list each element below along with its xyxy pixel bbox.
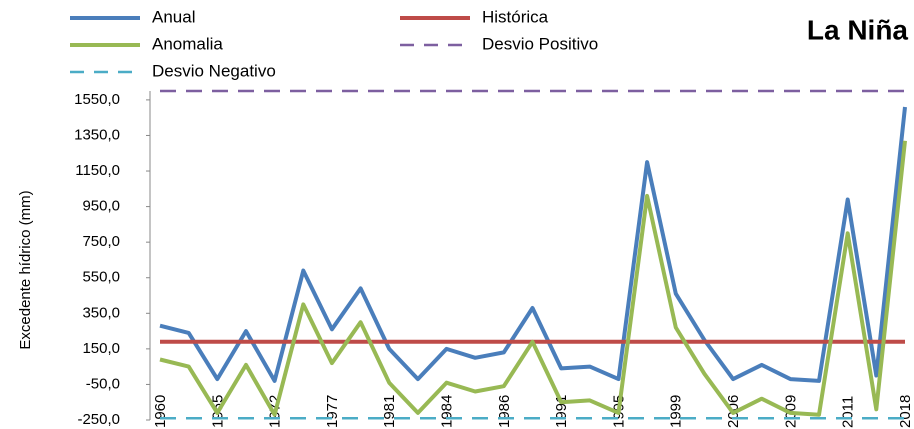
y-tick-label: -250,0 bbox=[77, 411, 120, 428]
y-tick-label: 950,0 bbox=[82, 198, 120, 215]
x-tick-label: 1960 bbox=[152, 395, 169, 428]
y-axis-label: Excedente hídrico (mm) bbox=[17, 190, 34, 349]
legend-label: Desvio Positivo bbox=[482, 34, 598, 53]
x-tick-label: 1981 bbox=[381, 395, 398, 428]
legend-label: Anomalia bbox=[152, 34, 223, 53]
series-line bbox=[159, 140, 907, 417]
x-tick-label: 1984 bbox=[439, 395, 456, 428]
x-tick-label: 1999 bbox=[668, 395, 685, 428]
x-tick-label: 1986 bbox=[496, 395, 513, 428]
legend-label: Histórica bbox=[482, 7, 549, 26]
y-tick-label: -50,0 bbox=[86, 375, 120, 392]
legend-label: Anual bbox=[152, 7, 195, 26]
x-tick-label: 1977 bbox=[324, 395, 341, 428]
legend: Anual Histórica Anomalia Desvio Positivo Des… bbox=[70, 7, 598, 80]
x-tick-label: 2018 bbox=[897, 395, 914, 428]
y-tick-label: 1350,0 bbox=[74, 126, 120, 143]
chart-title: La Niña bbox=[807, 14, 909, 45]
y-tick-label: 1150,0 bbox=[75, 162, 120, 179]
y-tick-label: 1550,0 bbox=[74, 91, 120, 108]
y-tick-label: 350,0 bbox=[82, 304, 120, 321]
y-tick-label: 750,0 bbox=[82, 233, 120, 250]
series-line bbox=[159, 106, 907, 383]
y-tick-label: 550,0 bbox=[82, 269, 120, 286]
legend-label: Desvio Negativo bbox=[152, 61, 276, 80]
x-tick-label: 2011 bbox=[840, 396, 857, 428]
y-tick-label: 150,0 bbox=[82, 340, 120, 357]
